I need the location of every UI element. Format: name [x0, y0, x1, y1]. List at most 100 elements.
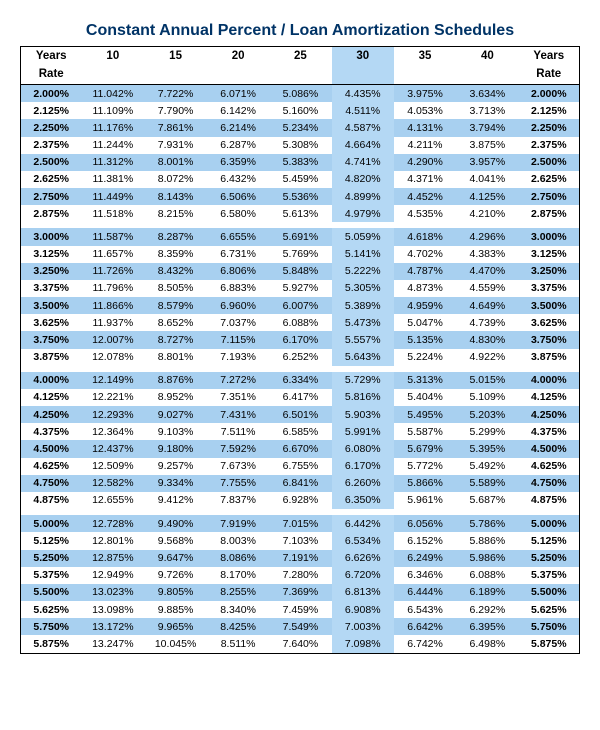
rate-cell: 3.375%: [21, 280, 82, 297]
value-cell: 6.655%: [207, 228, 269, 245]
value-cell: 5.308%: [269, 137, 331, 154]
value-cell: 11.381%: [81, 171, 144, 188]
value-cell: 7.351%: [207, 389, 269, 406]
header-spacer: [394, 66, 456, 85]
value-cell: 4.959%: [394, 297, 456, 314]
rate-cell: 2.250%: [519, 119, 580, 136]
value-cell: 6.359%: [207, 154, 269, 171]
value-cell: 5.536%: [269, 188, 331, 205]
value-cell: 4.587%: [332, 119, 394, 136]
rate-cell: 3.750%: [519, 331, 580, 348]
value-cell: 6.506%: [207, 188, 269, 205]
term-header-25: 25: [269, 47, 331, 66]
years-header: Years: [21, 47, 82, 66]
rate-cell: 5.875%: [21, 635, 82, 653]
term-header-15: 15: [144, 47, 207, 66]
value-cell: 4.131%: [394, 119, 456, 136]
table-row: 5.500%13.023%9.805%8.255%7.369%6.813%6.4…: [21, 584, 580, 601]
table-row: 4.625%12.509%9.257%7.673%6.755%6.170%5.7…: [21, 458, 580, 475]
value-cell: 6.720%: [332, 567, 394, 584]
value-cell: 7.837%: [207, 492, 269, 509]
rate-cell: 4.000%: [519, 372, 580, 389]
value-cell: 5.313%: [394, 372, 456, 389]
value-cell: 13.172%: [81, 618, 144, 635]
header-spacer: [332, 66, 394, 85]
table-row: 4.375%12.364%9.103%7.511%6.585%5.991%5.5…: [21, 423, 580, 440]
value-cell: 6.813%: [332, 584, 394, 601]
value-cell: 4.511%: [332, 102, 394, 119]
value-cell: 5.613%: [269, 205, 331, 222]
value-cell: 8.143%: [144, 188, 207, 205]
value-cell: 12.149%: [81, 372, 144, 389]
rate-cell: 3.375%: [519, 280, 580, 297]
value-cell: 5.383%: [269, 154, 331, 171]
value-cell: 5.643%: [332, 349, 394, 366]
value-cell: 5.135%: [394, 331, 456, 348]
value-cell: 5.160%: [269, 102, 331, 119]
rate-cell: 5.875%: [519, 635, 580, 653]
value-cell: 4.830%: [456, 331, 518, 348]
value-cell: 6.432%: [207, 171, 269, 188]
value-cell: 6.056%: [394, 515, 456, 532]
value-cell: 6.142%: [207, 102, 269, 119]
value-cell: 7.098%: [332, 635, 394, 653]
value-cell: 4.211%: [394, 137, 456, 154]
value-cell: 6.346%: [394, 567, 456, 584]
value-cell: 5.299%: [456, 423, 518, 440]
value-cell: 11.657%: [81, 246, 144, 263]
rate-cell: 2.125%: [21, 102, 82, 119]
value-cell: 7.722%: [144, 85, 207, 103]
table-row: 5.750%13.172%9.965%8.425%7.549%7.003%6.6…: [21, 618, 580, 635]
rate-cell: 4.250%: [519, 406, 580, 423]
rate-cell: 4.625%: [21, 458, 82, 475]
rate-cell: 5.500%: [21, 584, 82, 601]
value-cell: 7.931%: [144, 137, 207, 154]
value-cell: 6.071%: [207, 85, 269, 103]
header-spacer: [269, 66, 331, 85]
table-row: 2.750%11.449%8.143%6.506%5.536%4.899%4.4…: [21, 188, 580, 205]
table-row: 5.250%12.875%9.647%8.086%7.191%6.626%6.2…: [21, 550, 580, 567]
value-cell: 5.991%: [332, 423, 394, 440]
rate-cell: 3.000%: [21, 228, 82, 245]
value-cell: 4.535%: [394, 205, 456, 222]
table-row: 2.500%11.312%8.001%6.359%5.383%4.741%4.2…: [21, 154, 580, 171]
rate-cell: 3.125%: [519, 246, 580, 263]
table-header: Years10152025303540Years Rate Rate: [21, 47, 580, 85]
value-cell: 7.037%: [207, 314, 269, 331]
table-row: 2.875%11.518%8.215%6.580%5.613%4.979%4.5…: [21, 205, 580, 222]
value-cell: 12.221%: [81, 389, 144, 406]
rate-cell: 5.625%: [519, 601, 580, 618]
value-cell: 12.949%: [81, 567, 144, 584]
value-cell: 5.059%: [332, 228, 394, 245]
value-cell: 3.794%: [456, 119, 518, 136]
value-cell: 7.193%: [207, 349, 269, 366]
rate-cell: 3.000%: [519, 228, 580, 245]
value-cell: 7.459%: [269, 601, 331, 618]
value-cell: 11.587%: [81, 228, 144, 245]
value-cell: 5.557%: [332, 331, 394, 348]
value-cell: 8.511%: [207, 635, 269, 653]
value-cell: 9.965%: [144, 618, 207, 635]
value-cell: 4.290%: [394, 154, 456, 171]
rate-cell: 2.375%: [519, 137, 580, 154]
value-cell: 4.452%: [394, 188, 456, 205]
value-cell: 6.395%: [456, 618, 518, 635]
value-cell: 12.655%: [81, 492, 144, 509]
table-row: 2.375%11.244%7.931%6.287%5.308%4.664%4.2…: [21, 137, 580, 154]
table-row: 4.125%12.221%8.952%7.351%6.417%5.816%5.4…: [21, 389, 580, 406]
value-cell: 4.702%: [394, 246, 456, 263]
value-cell: 6.626%: [332, 550, 394, 567]
rate-cell: 2.875%: [21, 205, 82, 222]
value-cell: 6.170%: [332, 458, 394, 475]
rate-cell: 2.000%: [21, 85, 82, 103]
value-cell: 8.876%: [144, 372, 207, 389]
value-cell: 10.045%: [144, 635, 207, 653]
value-cell: 5.047%: [394, 314, 456, 331]
value-cell: 7.790%: [144, 102, 207, 119]
value-cell: 6.417%: [269, 389, 331, 406]
table-row: 3.125%11.657%8.359%6.731%5.769%5.141%4.7…: [21, 246, 580, 263]
value-cell: 8.505%: [144, 280, 207, 297]
value-cell: 4.559%: [456, 280, 518, 297]
value-cell: 11.244%: [81, 137, 144, 154]
value-cell: 5.203%: [456, 406, 518, 423]
